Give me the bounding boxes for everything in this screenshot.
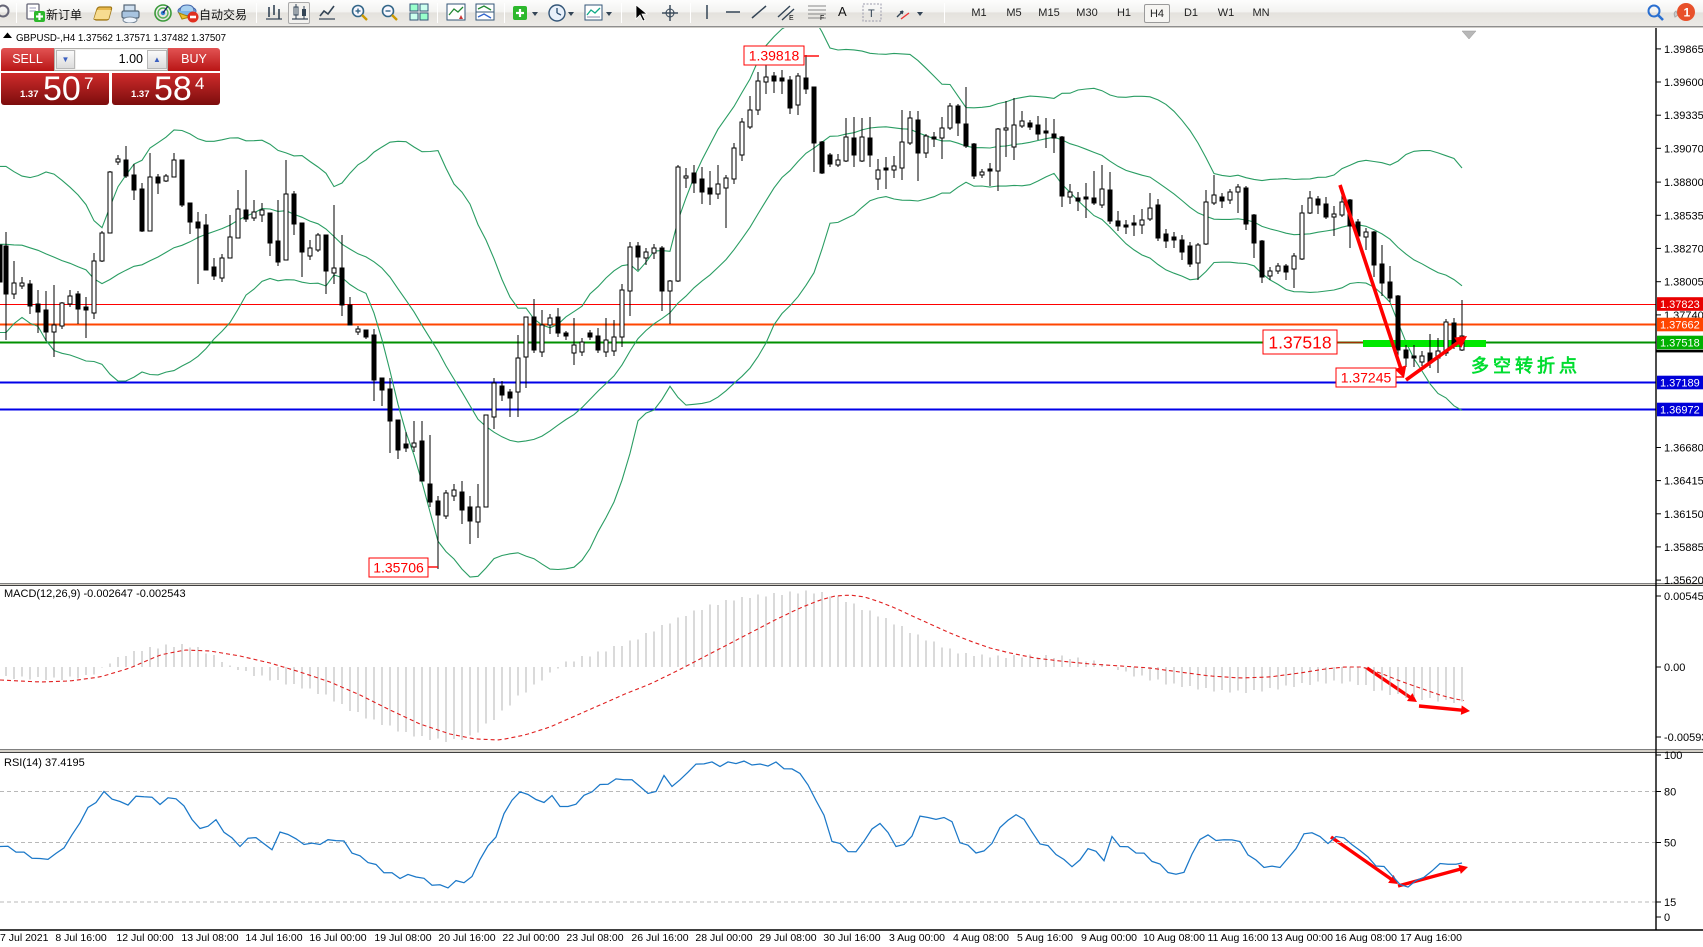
svg-text:1.38800: 1.38800 (1664, 177, 1703, 189)
svg-text:E: E (789, 15, 794, 21)
svg-text:1.38535: 1.38535 (1664, 210, 1703, 222)
svg-text:3 Aug 00:00: 3 Aug 00:00 (889, 932, 945, 944)
svg-text:1.36415: 1.36415 (1664, 476, 1703, 488)
svg-text:1.36150: 1.36150 (1664, 509, 1703, 521)
svg-text:26 Jul 16:00: 26 Jul 16:00 (631, 932, 688, 944)
svg-text:50: 50 (1664, 838, 1676, 850)
svg-text:23 Jul 08:00: 23 Jul 08:00 (566, 932, 623, 944)
svg-text:0.005455: 0.005455 (1664, 591, 1703, 603)
svg-text:1.35885: 1.35885 (1664, 542, 1703, 554)
svg-text:13 Jul 08:00: 13 Jul 08:00 (181, 932, 238, 944)
svg-text:1.37518: 1.37518 (1660, 337, 1700, 349)
svg-text:1.39335: 1.39335 (1664, 110, 1703, 122)
svg-text:1.36972: 1.36972 (1660, 404, 1700, 416)
svg-text:14 Jul 16:00: 14 Jul 16:00 (245, 932, 302, 944)
svg-text:1.39865: 1.39865 (1664, 44, 1703, 56)
svg-text:7 Jul 2021: 7 Jul 2021 (0, 932, 49, 944)
svg-text:多空转折点: 多空转折点 (1471, 355, 1581, 376)
svg-text:16 Aug 08:00: 16 Aug 08:00 (1335, 932, 1397, 944)
svg-text:MACD(12,26,9) -0.002647 -0.002: MACD(12,26,9) -0.002647 -0.002543 (4, 588, 186, 600)
svg-text:1: 1 (1684, 6, 1691, 20)
svg-text:GBPUSD-,H4 1.37562 1.37571 1.: GBPUSD-,H4 1.37562 1.37571 1.37482 1.375… (16, 33, 226, 44)
svg-text:0: 0 (1664, 912, 1670, 924)
svg-text:4 Aug 08:00: 4 Aug 08:00 (953, 932, 1009, 944)
svg-text:16 Jul 00:00: 16 Jul 00:00 (309, 932, 366, 944)
svg-text:13 Aug 00:00: 13 Aug 00:00 (1271, 932, 1333, 944)
svg-text:0.00: 0.00 (1664, 662, 1685, 674)
svg-text:80: 80 (1664, 787, 1676, 799)
svg-text:1.39070: 1.39070 (1664, 143, 1703, 155)
svg-text:1.38270: 1.38270 (1664, 243, 1703, 255)
svg-text:20 Jul 16:00: 20 Jul 16:00 (438, 932, 495, 944)
svg-text:1.39600: 1.39600 (1664, 77, 1703, 89)
svg-text:1.35620: 1.35620 (1664, 575, 1703, 587)
svg-text:RSI(14) 37.4195: RSI(14) 37.4195 (4, 757, 85, 769)
svg-text:-0.005938: -0.005938 (1664, 732, 1703, 744)
svg-text:1.37823: 1.37823 (1660, 299, 1700, 311)
svg-text:1.36680: 1.36680 (1664, 443, 1703, 455)
svg-text:F: F (820, 15, 824, 21)
svg-text:22 Jul 00:00: 22 Jul 00:00 (502, 932, 559, 944)
svg-text:1.37662: 1.37662 (1660, 319, 1700, 331)
svg-text:100: 100 (1664, 750, 1682, 762)
svg-text:1.37245: 1.37245 (1341, 370, 1392, 386)
svg-text:1.35706: 1.35706 (373, 560, 424, 576)
svg-text:29 Jul 08:00: 29 Jul 08:00 (759, 932, 816, 944)
svg-text:T: T (868, 8, 875, 20)
svg-text:30 Jul 16:00: 30 Jul 16:00 (823, 932, 880, 944)
svg-text:19 Jul 08:00: 19 Jul 08:00 (374, 932, 431, 944)
svg-text:17 Aug 16:00: 17 Aug 16:00 (1400, 932, 1462, 944)
svg-text:12 Jul 00:00: 12 Jul 00:00 (116, 932, 173, 944)
svg-text:1.37518: 1.37518 (1268, 332, 1331, 352)
svg-text:1.39818: 1.39818 (749, 48, 800, 64)
svg-text:11 Aug 16:00: 11 Aug 16:00 (1207, 932, 1268, 944)
svg-text:8 Jul 16:00: 8 Jul 16:00 (55, 932, 107, 944)
svg-text:5 Aug 16:00: 5 Aug 16:00 (1017, 932, 1073, 944)
svg-text:10 Aug 08:00: 10 Aug 08:00 (1143, 932, 1205, 944)
svg-text:9 Aug 00:00: 9 Aug 00:00 (1081, 932, 1137, 944)
svg-text:1.38005: 1.38005 (1664, 277, 1703, 289)
svg-text:28 Jul 00:00: 28 Jul 00:00 (695, 932, 752, 944)
svg-text:1.37189: 1.37189 (1660, 377, 1700, 389)
svg-text:15: 15 (1664, 897, 1676, 909)
